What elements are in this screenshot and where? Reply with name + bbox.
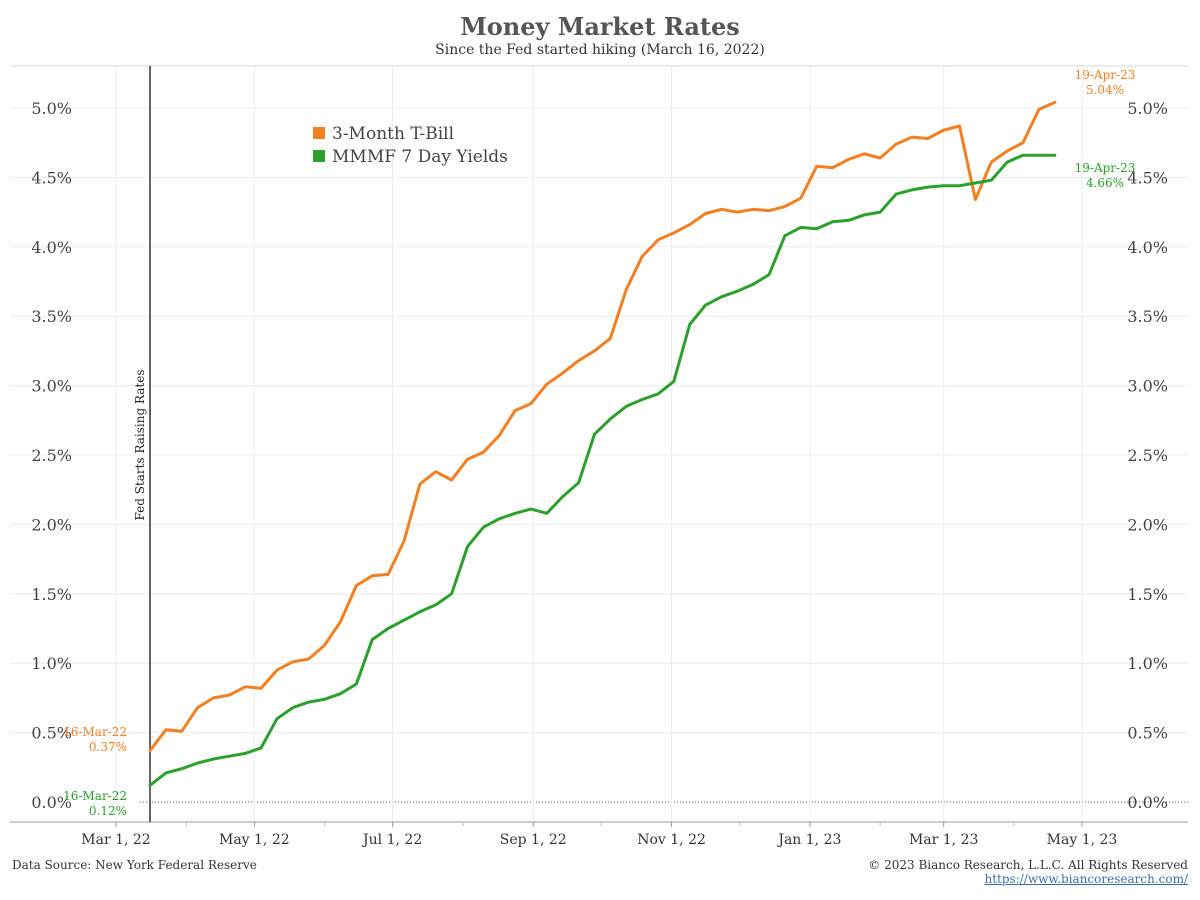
tbill-end-label: 19-Apr-23 xyxy=(1075,68,1136,82)
tbill-start-label: 0.37% xyxy=(89,740,127,754)
legend-swatch xyxy=(313,127,325,139)
x-tick-label: Nov 1, 22 xyxy=(637,832,706,848)
gridlines xyxy=(10,66,1188,822)
y-tick-label-right: 1.5% xyxy=(1127,585,1168,604)
chart-title: Money Market Rates xyxy=(460,12,740,41)
y-tick-label-right: 3.5% xyxy=(1127,307,1168,326)
x-tick-label: Sep 1, 22 xyxy=(500,832,567,848)
y-tick-label-right: 0.0% xyxy=(1127,793,1168,812)
x-tick-label: Jul 1, 22 xyxy=(361,832,422,848)
footer-credits: © 2023 Bianco Research, L.L.C. All Right… xyxy=(868,858,1188,886)
y-tick-label-left: 4.0% xyxy=(31,238,72,257)
x-tick-label: Mar 1, 22 xyxy=(81,832,150,848)
tbill-series-line xyxy=(148,100,1057,753)
y-tick-label-left: 1.5% xyxy=(31,585,72,604)
x-tick-label: Mar 1, 23 xyxy=(909,832,978,848)
y-tick-label-right: 2.5% xyxy=(1127,446,1168,465)
x-tick-label: May 1, 23 xyxy=(1047,832,1118,848)
chart-subtitle: Since the Fed started hiking (March 16, … xyxy=(435,42,765,58)
y-tick-label-right: 1.0% xyxy=(1127,654,1168,673)
mmmf-end-label: 4.66% xyxy=(1086,176,1124,190)
y-tick-label-right: 4.5% xyxy=(1127,168,1168,187)
y-tick-label-left: 3.5% xyxy=(31,307,72,326)
y-tick-label-right: 4.0% xyxy=(1127,238,1168,257)
y-tick-label-left: 2.0% xyxy=(31,515,72,534)
tbill-start-label: 16-Mar-22 xyxy=(63,725,127,739)
y-tick-label-left: 2.5% xyxy=(31,446,72,465)
legend-entry: 3-Month T-Bill xyxy=(332,124,454,144)
y-tick-label-left: 3.0% xyxy=(31,377,72,396)
copyright-text: © 2023 Bianco Research, L.L.C. All Right… xyxy=(868,858,1188,872)
mmmf-series-line xyxy=(148,153,1057,787)
x-tick-label: May 1, 22 xyxy=(219,832,290,848)
axes: 0.0% 0.0% 0.5% 0.5% 1.0% 1.0% 1.5% 1.5% 2.0% 2.0%… xyxy=(10,65,1188,848)
series-labels: 16-Mar-220.37%16-Mar-220.12%19-Apr-235.0… xyxy=(63,68,1135,818)
y-tick-label-left: 4.5% xyxy=(31,168,72,187)
y-tick-label-right: 5.0% xyxy=(1127,99,1168,118)
mmmf-end-label: 19-Apr-23 xyxy=(1075,161,1136,175)
series-lines xyxy=(148,100,1057,787)
legend-entry: MMMF 7 Day Yields xyxy=(332,147,508,167)
tbill-end-label: 5.04% xyxy=(1086,83,1124,97)
website-link[interactable]: https://www.biancoresearch.com/ xyxy=(984,872,1188,886)
legend-swatch xyxy=(313,150,325,162)
y-tick-label-left: 1.0% xyxy=(31,654,72,673)
y-tick-label-left: 0.0% xyxy=(31,793,72,812)
y-tick-label-right: 3.0% xyxy=(1127,377,1168,396)
event-line-label: Fed Starts Raising Rates xyxy=(133,369,147,520)
y-tick-label-left: 0.5% xyxy=(31,724,72,743)
legend: 3-Month T-Bill MMMF 7 Day Yields xyxy=(313,124,508,167)
y-tick-label-right: 0.5% xyxy=(1127,724,1168,743)
mmmf-start-label: 16-Mar-22 xyxy=(63,789,127,803)
mmmf-start-label: 0.12% xyxy=(89,804,127,818)
x-tick-label: Jan 1, 23 xyxy=(776,832,841,848)
y-tick-label-left: 5.0% xyxy=(31,99,72,118)
data-source-note: Data Source: New York Federal Reserve xyxy=(12,858,257,872)
y-tick-label-right: 2.0% xyxy=(1127,515,1168,534)
